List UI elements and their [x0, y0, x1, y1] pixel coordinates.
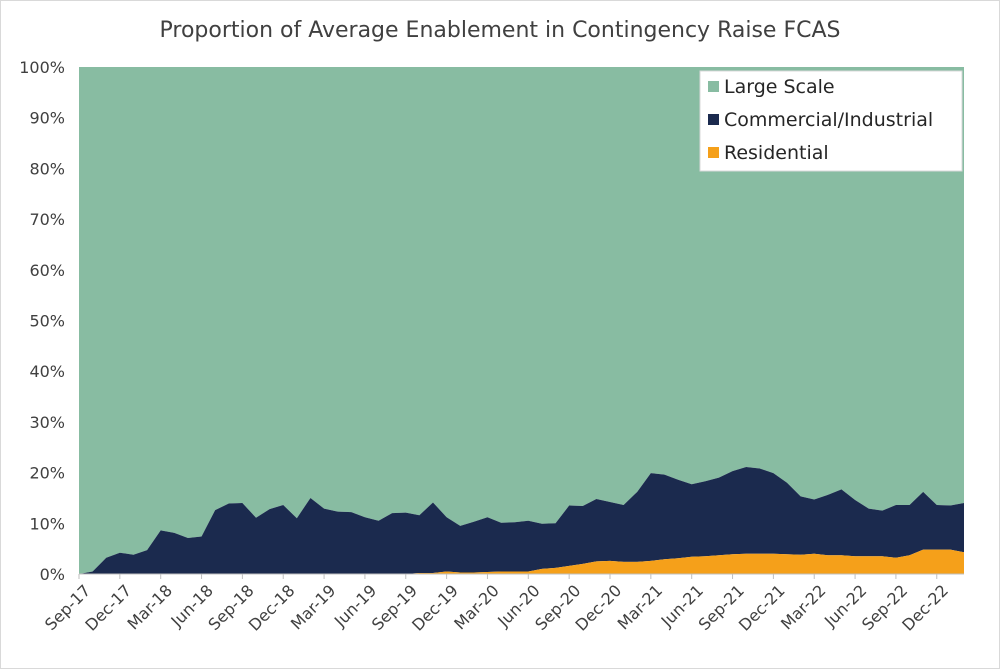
series-area-residential	[79, 549, 964, 574]
series-area-large-scale	[79, 67, 964, 574]
chart-title: Proportion of Average Enablement in Cont…	[160, 18, 841, 43]
plot-area	[79, 67, 964, 574]
y-tick-label: 10%	[29, 514, 65, 533]
x-tick-label: Mar-19	[287, 581, 340, 634]
x-tick-label: Dec-22	[898, 581, 952, 635]
legend-label-residential: Residential	[724, 142, 829, 164]
x-tick-label: Mar-22	[777, 581, 830, 634]
x-tick-label: Mar-20	[450, 581, 503, 634]
legend-item-large-scale: Large Scale	[708, 76, 835, 98]
legend-item-residential: Residential	[708, 142, 829, 164]
y-tick-label: 90%	[29, 109, 65, 128]
x-tick-label: Mar-21	[614, 581, 667, 634]
legend: Large Scale Commercial/Industrial Reside…	[699, 70, 963, 172]
x-tick-label: Dec-17	[81, 581, 135, 635]
y-tick-label: 70%	[29, 210, 65, 229]
x-tick-label: Mar-18	[123, 581, 176, 634]
x-tick-label: Dec-19	[408, 581, 462, 635]
legend-swatch-commercial-industrial	[708, 114, 719, 125]
y-tick-label: 30%	[29, 413, 65, 432]
legend-label-large-scale: Large Scale	[724, 76, 835, 98]
y-tick-label: 40%	[29, 362, 65, 381]
y-tick-label: 100%	[19, 58, 65, 77]
x-tick-label: Dec-21	[735, 581, 789, 635]
x-tick-label: Dec-18	[245, 581, 299, 635]
legend-item-commercial-industrial: Commercial/Industrial	[708, 109, 933, 131]
series-area-commercial-industrial	[79, 467, 964, 574]
y-tick-label: 20%	[29, 464, 65, 483]
x-tick-label: Dec-20	[572, 581, 626, 635]
y-tick-label: 80%	[29, 159, 65, 178]
legend-label-commercial-industrial: Commercial/Industrial	[724, 109, 933, 131]
legend-swatch-residential	[708, 147, 719, 158]
y-tick-label: 50%	[29, 312, 65, 331]
legend-box	[699, 70, 963, 172]
y-tick-label: 0%	[40, 565, 65, 584]
y-tick-label: 60%	[29, 261, 65, 280]
legend-swatch-large-scale	[708, 81, 719, 92]
